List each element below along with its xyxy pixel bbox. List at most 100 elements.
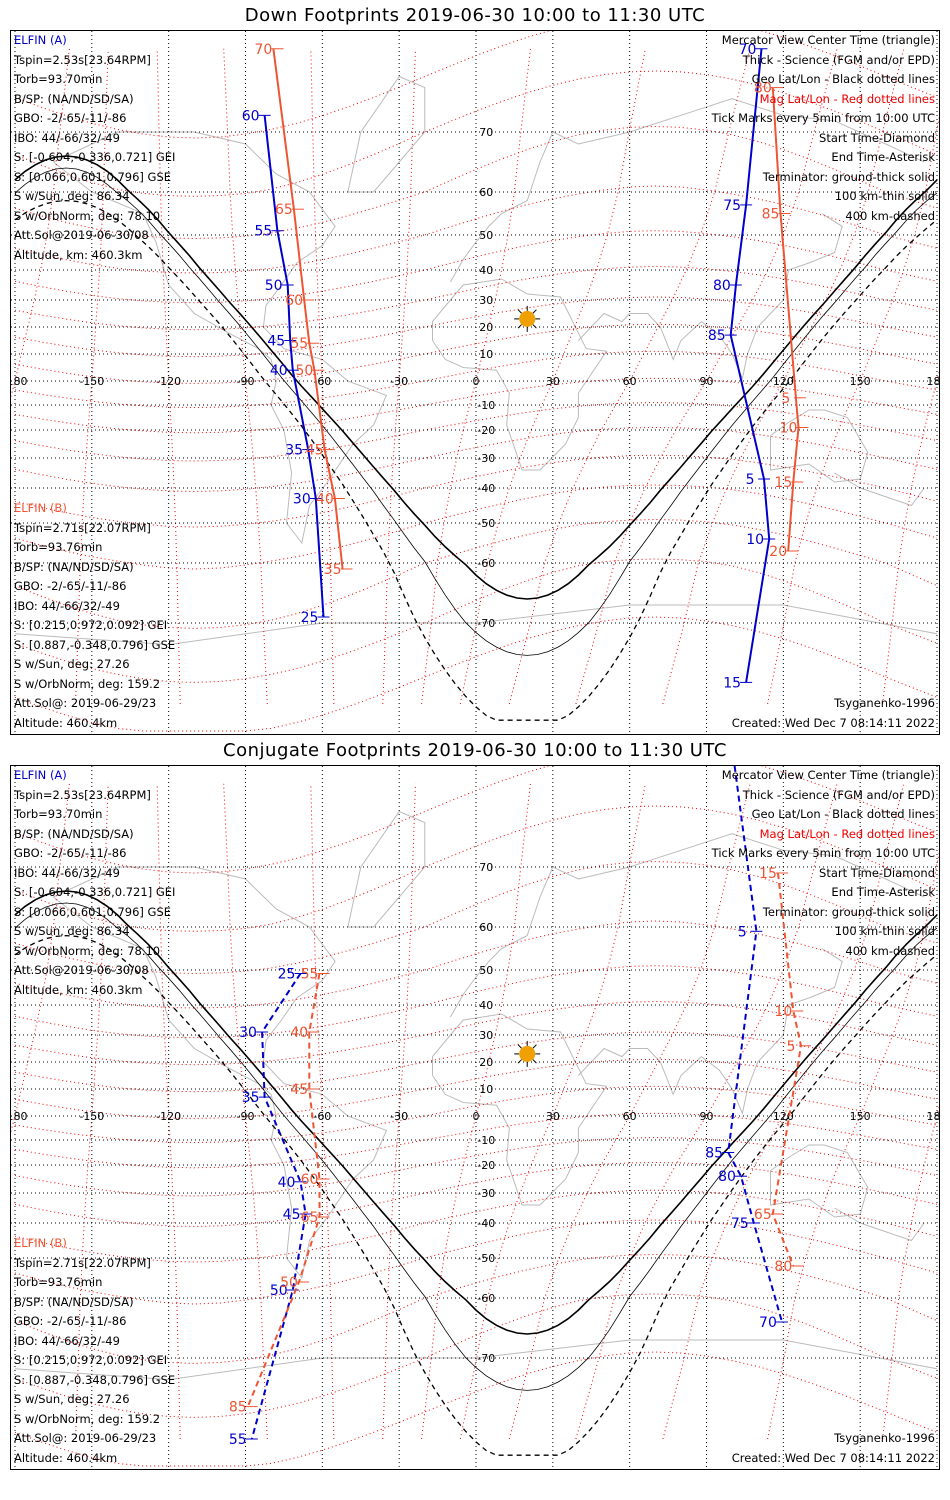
legend-line: Geo Lat/Lon - Black dotted lines (751, 807, 935, 821)
elfin-b-time-label: 70 (255, 42, 273, 58)
x-tick-label: -180 (11, 1110, 27, 1123)
coastline (578, 948, 843, 1115)
footprint-panel-down: -180 -150 -120 -90 -60 -30 0 30 60 90 120 150 180 70 6… (10, 30, 940, 735)
info-line: IBO: 44/-66/32/-49 (14, 130, 120, 145)
x-tick-label: -150 (79, 1110, 104, 1123)
x-tick-label: 180 (927, 1110, 941, 1123)
y-tick-label: 50 (479, 964, 493, 977)
legend-line: 400 km-dashed (845, 943, 935, 958)
elfin-a-time-label: 85 (708, 328, 726, 344)
info-line: S: [-0.604,-0.336,0.721] GEI (14, 150, 176, 164)
elfin-a-time-label: 45 (267, 334, 285, 350)
elfin-a-time-label: 75 (731, 1216, 749, 1232)
mag-lat-line (14, 377, 938, 434)
info-line: GBO: -2/-65/-11/-86 (14, 111, 127, 125)
elfin-b-time-label: 20 (769, 544, 787, 560)
mag-lat-line (14, 860, 938, 975)
elfin-a-time-label: 80 (713, 278, 731, 294)
legend: Mercator View Center Time (triangle) Thi… (712, 766, 935, 961)
info-line: Tspin=2.53s[23.64RPM] (14, 787, 151, 802)
elfin-b-time-label: 45 (306, 443, 324, 459)
y-tick-label: -30 (477, 1187, 495, 1200)
y-tick-label: -40 (477, 482, 495, 495)
info-line: Tspin=2.71s[22.07RPM] (14, 520, 151, 535)
y-tick-label: 40 (479, 264, 493, 277)
info-line: IBO: 44/-66/32/-49 (14, 598, 120, 613)
info-line: GBO: -2/-65/-11/-86 (14, 579, 127, 593)
info-line: S: [0.887,-0.348,0.796] GSE (14, 637, 176, 652)
coastline (347, 75, 426, 193)
elfin-a-time-label: 45 (283, 1207, 301, 1223)
x-tick-label: -150 (79, 375, 104, 388)
info-line: Torb=93.70min (14, 72, 103, 86)
elfin-b-time-label: 15 (759, 866, 777, 882)
elfin-b-info: ELFIN (B) Tspin=2.71s[22.07RPM] Torb=93.… (14, 1234, 175, 1468)
elfin-a-info: ELFIN (A) Tspin=2.53s[23.64RPM] Torb=93.… (14, 766, 175, 1000)
footprint-panel-conjugate: -180 -150 -120 -90 -60 -30 0 30 60 90 120 150 180 70 6… (10, 765, 940, 1470)
coastline (432, 1013, 608, 1206)
info-line: S w/Sun, deg: 27.26 (14, 657, 130, 671)
info-line: Tspin=2.53s[23.64RPM] (14, 52, 151, 67)
elfin-b-time-label: 80 (774, 1259, 792, 1275)
mag-lon-line (575, 48, 838, 705)
x-tick-label: 120 (773, 1110, 794, 1123)
sun-icon (514, 305, 541, 332)
elfin-a-info: ELFIN (A) Tspin=2.53s[23.64RPM] Torb=93.… (14, 31, 175, 265)
elfin-b-header: ELFIN (B) (14, 1236, 67, 1250)
elfin-b-time-label: 40 (316, 492, 334, 508)
info-line: S w/Sun, deg: 86.34 (14, 189, 130, 203)
coastline (347, 810, 426, 928)
info-line: S w/Sun, deg: 27.26 (14, 1392, 130, 1406)
elfin-b-time-label: 60 (285, 293, 303, 309)
mag-lon-line (575, 783, 838, 1440)
x-tick-label: -180 (11, 375, 27, 388)
info-line: Altitude: 460.4km (14, 1450, 118, 1465)
info-line: S w/OrbNorm, deg: 159.2 (14, 676, 161, 691)
coastline (432, 278, 608, 471)
terminator-100km (14, 902, 938, 1391)
x-tick-label: -30 (390, 375, 408, 388)
info-line: S: [-0.604,-0.336,0.721] GEI (14, 885, 176, 899)
info-line: IBO: 44/-66/32/-49 (14, 1333, 120, 1348)
coastline (770, 409, 869, 483)
coastline (834, 472, 925, 507)
x-tick-label: -90 (237, 375, 255, 388)
info-line: S: [0.066,0.601,0.796] GSE (14, 169, 172, 184)
x-tick-label: 90 (700, 1110, 714, 1123)
x-tick-label: -30 (390, 1110, 408, 1123)
elfin-b-time-label: 65 (275, 202, 293, 218)
mag-lat-line (14, 1189, 938, 1263)
coastline (449, 833, 925, 1018)
info-line: Att.Sol@2019-06-30/08 (14, 228, 149, 242)
elfin-a-header: ELFIN (A) (14, 33, 67, 47)
legend-line: Tick Marks every 5min from 10:00 UTC (711, 111, 935, 125)
mag-lat-line (14, 1085, 938, 1144)
mag-lon-line (882, 370, 939, 705)
x-tick-label: 0 (473, 1110, 480, 1123)
y-tick-label: 40 (479, 999, 493, 1012)
info-line: IBO: 44/-66/32/-49 (14, 865, 120, 880)
info-line: Altitude, km: 460.3km (14, 247, 143, 262)
y-tick-label: 60 (479, 921, 493, 934)
mag-lat-line (14, 484, 938, 570)
elfin-a-track (727, 766, 783, 1323)
x-tick-label: 120 (773, 375, 794, 388)
info-line: S: [0.066,0.601,0.796] GSE (14, 904, 172, 919)
map-canvas: -180 -150 -120 -90 -60 -30 0 30 60 90 120 150 180 70 6… (11, 766, 941, 1469)
mag-lat-line (14, 558, 938, 683)
elfin-b-time-label: 80 (754, 81, 772, 97)
mag-lat-line (14, 1112, 938, 1169)
elfin-a-time-label: 25 (301, 610, 319, 626)
y-tick-label: -60 (477, 557, 495, 570)
elfin-b-time-label: 40 (290, 1025, 308, 1041)
x-tick-label: 60 (623, 375, 637, 388)
model-name: Tsyganenko-1996 (834, 1431, 935, 1445)
info-line: Torb=93.76min (14, 1275, 103, 1289)
legend-line: 100 km-thin solid (834, 924, 935, 938)
legend-line: Mercator View Center Time (triangle) (721, 768, 935, 782)
x-tick-label: 30 (546, 1110, 560, 1123)
info-line: S: [0.215,0.972,0.092] GEI (14, 618, 168, 632)
mag-lat-line (14, 1219, 938, 1305)
terminator-ground (14, 155, 938, 600)
y-tick-label: -20 (477, 424, 495, 437)
